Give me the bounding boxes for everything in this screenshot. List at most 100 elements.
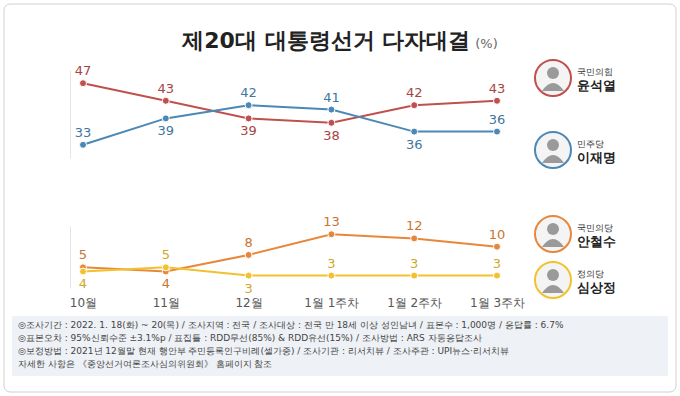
legend-item: 정의당심상정: [535, 262, 616, 298]
data-label: 8: [244, 235, 252, 250]
data-label: 36: [406, 137, 423, 152]
series-marker: [80, 268, 87, 275]
series-marker: [245, 102, 252, 109]
y-axis-line: [70, 227, 71, 289]
data-label: 3: [493, 256, 501, 271]
legend: 국민의힘윤석열민주당이재명: [535, 60, 616, 168]
portrait-head: [547, 223, 559, 235]
series-marker: [245, 115, 252, 122]
chart-root: 제20대 대통령선거 다자대결(%)4743393842433339424136…: [0, 0, 680, 396]
portrait-head: [547, 67, 559, 79]
data-label: 42: [406, 85, 423, 100]
data-label: 36: [489, 112, 506, 127]
x-tick: 1월 1주차: [304, 296, 359, 310]
series-line: [83, 234, 497, 271]
series-marker: [245, 251, 252, 258]
legend-item: 민주당이재명: [535, 132, 616, 168]
legend-party: 국민의힘: [577, 67, 613, 77]
series-marker: [162, 97, 169, 104]
series-marker: [245, 272, 252, 279]
x-axis: 10월 11월 12월 1월 1주차 1월 2주차 1월 3주차: [70, 296, 525, 310]
legend: 국민의당안철수정의당심상정: [535, 216, 616, 298]
plot-area: [80, 231, 501, 279]
data-label: 43: [489, 81, 506, 96]
y-axis: [70, 227, 71, 289]
y-axis: [70, 71, 71, 159]
x-tick: 12월: [235, 296, 262, 310]
legend-item: 국민의당안철수: [535, 216, 616, 252]
x-tick-label: 1월 1주차: [304, 296, 359, 310]
series-marker: [80, 141, 87, 148]
legend-portrait: [535, 132, 571, 168]
data-labels: 474339384243333942413636: [75, 63, 506, 151]
data-label: 41: [323, 90, 340, 105]
portrait-body: [542, 155, 564, 163]
legend-party: 정의당: [577, 269, 604, 279]
legend-portrait: [535, 262, 571, 298]
series-marker: [411, 128, 418, 135]
x-tick-label: 12월: [235, 296, 262, 310]
data-label: 3: [410, 256, 418, 271]
legend-item: 국민의힘윤석열: [535, 60, 616, 96]
series-marker: [411, 272, 418, 279]
data-label: 39: [240, 123, 257, 138]
legend-party: 국민의당: [577, 223, 613, 233]
portrait-head: [547, 269, 559, 281]
data-label: 38: [323, 128, 340, 143]
data-label: 3: [244, 281, 252, 296]
portrait-body: [542, 83, 564, 91]
legend-portrait: [535, 60, 571, 96]
title-group: 제20대 대통령선거 다자대결 (%): [181, 28, 497, 53]
legend-label: 심상정: [577, 280, 616, 295]
panel-1: 10월11월12월1월 1주차1월 2주차1월 3주차5481312104533…: [70, 214, 616, 309]
x-tick: 1월 3주차: [470, 296, 525, 310]
legend-party: 민주당: [577, 139, 604, 149]
x-tick-label: 1월 2주차: [387, 296, 442, 310]
series-marker: [411, 235, 418, 242]
data-label: 33: [75, 125, 92, 140]
series-line: [83, 267, 497, 275]
series-line: [83, 83, 497, 123]
portrait-head: [547, 139, 559, 151]
plot-area: [80, 80, 501, 149]
panel-0: 474339384243333942413636국민의힘윤석열민주당이재명: [71, 60, 617, 168]
series-marker: [328, 272, 335, 279]
data-label: 12: [406, 218, 423, 233]
x-tick: 1월 2주차: [387, 296, 442, 310]
title: 제20대 대통령선거 다자대결: [181, 28, 470, 53]
x-tick: 11월: [153, 296, 180, 310]
x-tick-label: 1월 3주차: [470, 296, 525, 310]
series-marker: [328, 106, 335, 113]
series-marker: [494, 272, 501, 279]
x-tick: 10월: [70, 296, 97, 310]
legend-portrait: [535, 216, 571, 252]
x-tick-label: 10월: [70, 296, 97, 310]
subtitle: (%): [475, 36, 498, 51]
series-marker: [494, 243, 501, 250]
footnote: ◎표본오차 : 95%신뢰수준 ±3.1%p / 표집틀 : RDD무선(85%…: [18, 333, 482, 343]
series-marker: [162, 264, 169, 271]
series-marker: [80, 80, 87, 87]
portrait-body: [542, 285, 564, 293]
data-label: 13: [323, 214, 340, 229]
data-label: 3: [327, 256, 335, 271]
data-label: 10: [489, 227, 506, 242]
series-line: [83, 105, 497, 145]
series-marker: [494, 128, 501, 135]
series-marker: [411, 102, 418, 109]
data-label: 4: [162, 276, 170, 291]
data-label: 39: [158, 123, 175, 138]
series-marker: [328, 231, 335, 238]
footnote-box: [12, 316, 668, 376]
data-label: 4: [79, 276, 87, 291]
data-labels: 548131210453333: [79, 214, 505, 295]
series-marker: [328, 119, 335, 126]
frame: [4, 4, 676, 392]
data-label: 43: [158, 81, 175, 96]
data-label: 47: [75, 63, 92, 78]
data-label: 5: [79, 247, 87, 262]
footnote: ◎보정방법 : 2021년 12월말 현재 행안부 주민등록인구비례(셀가중) …: [18, 346, 509, 356]
chart-svg: 제20대 대통령선거 다자대결(%)4743393842433339424136…: [0, 0, 680, 396]
series-marker: [162, 115, 169, 122]
footnote: ◎조사기간 : 2022. 1. 18(화) ~ 20(목) / 조사지역 : …: [18, 320, 564, 330]
